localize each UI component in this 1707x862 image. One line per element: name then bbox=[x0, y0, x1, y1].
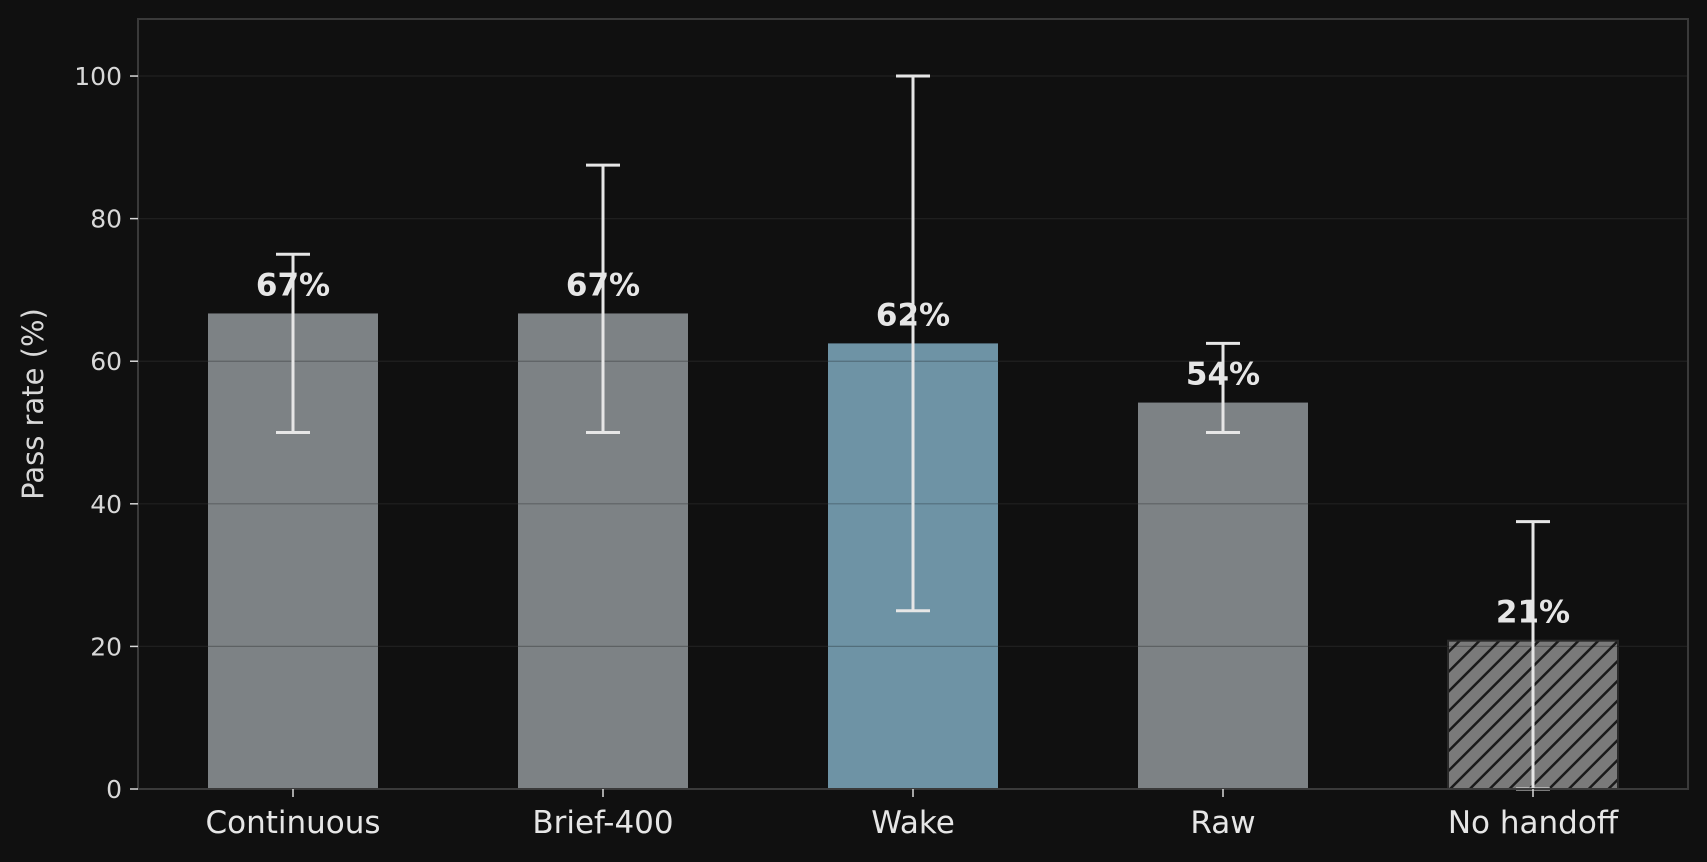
x-tick-label: No handoff bbox=[1448, 805, 1619, 841]
error-bar bbox=[1206, 341, 1240, 435]
x-tick-label: Continuous bbox=[205, 805, 380, 841]
y-tick-label: 20 bbox=[90, 632, 122, 661]
error-bar bbox=[896, 74, 930, 613]
value-label: 54% bbox=[1186, 357, 1260, 393]
y-tick-label: 60 bbox=[90, 347, 122, 376]
value-label: 67% bbox=[256, 267, 330, 303]
y-tick-label: 40 bbox=[90, 490, 122, 519]
error-bars bbox=[276, 74, 1550, 791]
x-tick-label: Brief-400 bbox=[532, 805, 673, 841]
x-tick-label: Raw bbox=[1190, 805, 1255, 841]
value-labels: 67% 67% 62% 54% 21% bbox=[256, 267, 1570, 630]
value-label: 67% bbox=[566, 267, 640, 303]
y-tick-label: 80 bbox=[90, 205, 122, 234]
y-axis: 0 20 40 60 80 100 bbox=[74, 62, 138, 804]
y-tick-label: 0 bbox=[106, 775, 122, 804]
error-bar bbox=[586, 163, 620, 435]
x-tick-label: Wake bbox=[871, 805, 955, 841]
value-label: 62% bbox=[876, 297, 950, 333]
y-tick-label: 100 bbox=[74, 62, 122, 91]
y-axis-title: Pass rate (%) bbox=[16, 308, 50, 500]
x-axis: Continuous Brief-400 Wake Raw No handoff bbox=[205, 789, 1619, 841]
error-bar bbox=[276, 252, 310, 435]
value-label: 21% bbox=[1496, 595, 1570, 631]
bar-raw bbox=[1138, 402, 1308, 789]
